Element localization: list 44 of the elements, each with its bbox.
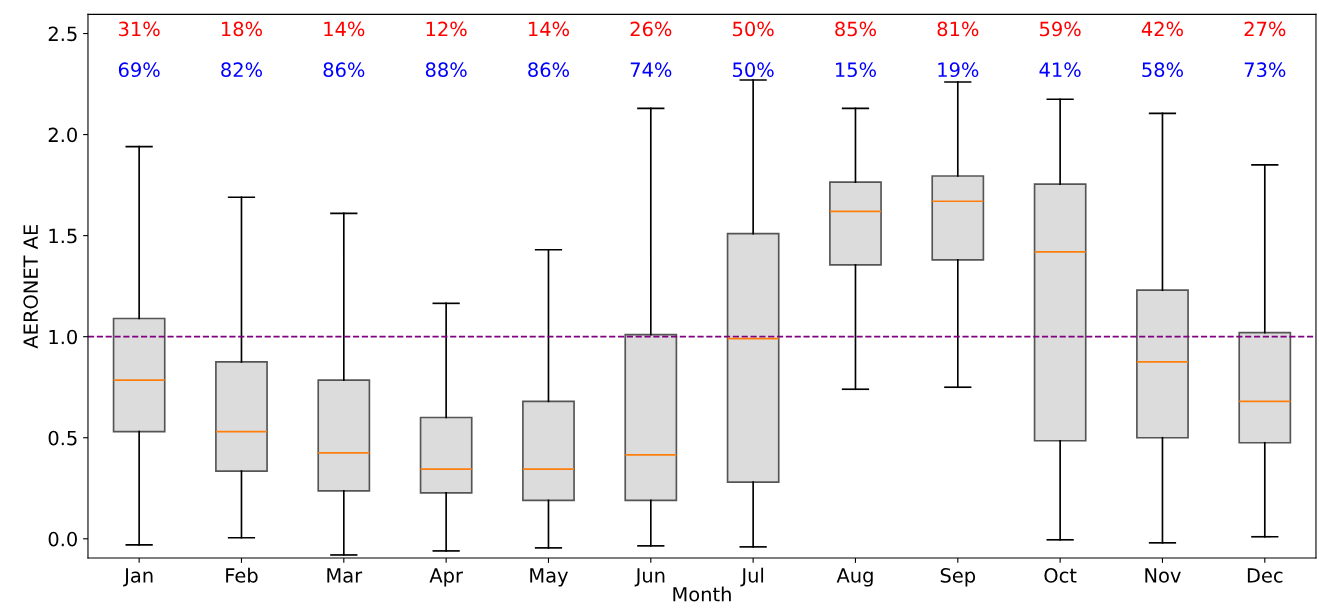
annotation: 82%: [221, 62, 263, 78]
annotation: 69%: [118, 62, 160, 78]
annotation: 18%: [222, 21, 263, 37]
annotation: 50%: [733, 21, 774, 37]
x-tick-label: Mar: [327, 568, 363, 583]
x-tick-label: Jul: [740, 567, 764, 587]
annotation: 31%: [119, 21, 160, 37]
annotation: 41%: [1039, 62, 1081, 78]
annotation: 88%: [425, 62, 467, 78]
annotation: 73%: [1244, 62, 1286, 78]
x-axis-title: Month: [673, 586, 731, 602]
y-tick-label: 1.0: [49, 329, 77, 345]
x-tick-label: Sep: [940, 568, 976, 587]
y-tick-label: 2.0: [48, 127, 77, 143]
annotation: 15%: [836, 62, 877, 78]
x-tick-label: May: [530, 568, 568, 587]
y-tick-label: 2.5: [48, 26, 77, 42]
annotation: 42%: [1141, 21, 1183, 37]
annotation: 26%: [630, 21, 672, 37]
annotation: 59%: [1040, 21, 1081, 37]
x-tick-label: Nov: [1145, 568, 1181, 583]
x-tick-label: Jan: [123, 568, 153, 587]
annotation: 27%: [1244, 21, 1286, 37]
x-tick-label: Feb: [226, 567, 258, 583]
y-tick-label: 0.0: [48, 531, 77, 547]
annotation: 86%: [323, 62, 365, 78]
annotation: 19%: [938, 62, 979, 78]
annotation: 81%: [937, 21, 979, 37]
x-tick-label: Apr: [429, 568, 463, 587]
x-tick-label: Oct: [1044, 568, 1077, 583]
y-tick-label: 0.5: [48, 430, 77, 446]
annotation: 58%: [1142, 62, 1183, 78]
y-axis-title: AERONET AE: [23, 224, 39, 349]
annotation: 12%: [426, 21, 467, 37]
x-tick-label: Jun: [634, 568, 665, 587]
x-tick-label: Dec: [1247, 568, 1283, 583]
annotation: 14%: [529, 21, 570, 37]
annotation: 74%: [630, 62, 672, 78]
annotation: 86%: [528, 62, 570, 78]
annotation: 85%: [835, 21, 877, 37]
x-tick-label: Aug: [836, 568, 873, 587]
y-tick-label: 1.5: [49, 228, 77, 244]
annotation: 50%: [733, 62, 774, 78]
annotation: 14%: [324, 21, 365, 37]
